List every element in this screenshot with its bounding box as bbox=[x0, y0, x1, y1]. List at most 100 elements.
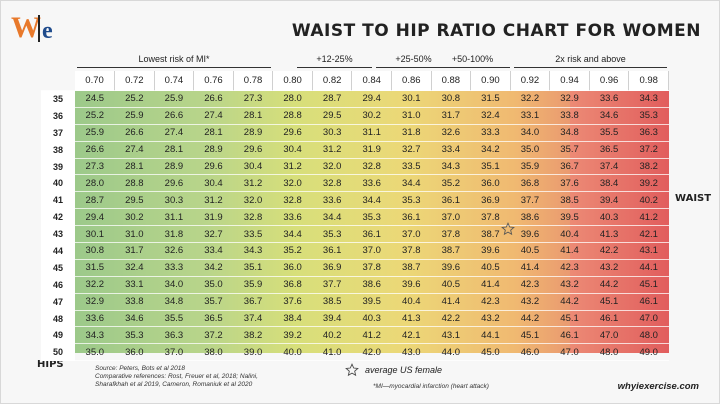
row-header-hips: 35 bbox=[41, 90, 75, 108]
row-header-hips: 42 bbox=[41, 208, 75, 227]
waist-value-cell: 38.4 bbox=[589, 174, 629, 193]
waist-value-cell: 41.4 bbox=[470, 276, 511, 294]
ratio-table: 0.70 0.72 0.74 0.76 0.78 0.80 0.82 0.84 0.86 0.88… bbox=[41, 71, 669, 362]
waist-value-cell: 36.1 bbox=[351, 225, 392, 244]
waist-value-cell: 35.2 bbox=[431, 174, 471, 193]
waist-value-cell: 34.3 bbox=[233, 242, 273, 260]
waist-value-cell: 35.3 bbox=[628, 107, 669, 125]
waist-value-cell: 25.9 bbox=[114, 107, 155, 125]
waist-value-cell: 40.2 bbox=[312, 326, 352, 345]
group-underline bbox=[514, 67, 667, 68]
waist-value-cell: 31.2 bbox=[312, 141, 352, 159]
waist-value-cell: 37.6 bbox=[549, 174, 590, 193]
waist-value-cell: 31.2 bbox=[233, 174, 273, 193]
column-header-ratio: 0.72 bbox=[114, 71, 155, 91]
waist-value-cell: 38.5 bbox=[549, 191, 590, 210]
waist-value-cell: 37.7 bbox=[510, 191, 550, 210]
waist-value-cell: 35.3 bbox=[351, 208, 392, 227]
waist-value-cell: 39.2 bbox=[272, 326, 313, 345]
waist-value-cell: 38.6 bbox=[351, 276, 392, 294]
group-underline bbox=[376, 67, 451, 68]
waist-value-cell: 44.2 bbox=[549, 293, 590, 311]
waist-value-cell: 45.0 bbox=[470, 343, 511, 362]
legend-label: average US female bbox=[365, 365, 443, 375]
waist-value-cell: 41.2 bbox=[351, 326, 392, 345]
source-citation: Source: Peters, Bots et al 2018 Comparat… bbox=[95, 365, 258, 390]
waist-value-cell: 29.4 bbox=[351, 90, 392, 108]
waist-value-cell: 28.1 bbox=[154, 141, 194, 159]
waist-value-cell: 36.8 bbox=[510, 174, 550, 193]
waist-value-cell: 32.8 bbox=[272, 191, 313, 210]
average-us-female-star-icon bbox=[501, 222, 515, 236]
waist-value-cell: 30.3 bbox=[312, 124, 352, 142]
waist-value-cell: 37.8 bbox=[391, 242, 432, 260]
waist-value-cell: 30.1 bbox=[391, 90, 432, 108]
waist-value-cell: 35.7 bbox=[549, 141, 590, 159]
waist-value-cell: 37.0 bbox=[431, 208, 471, 227]
group-underline bbox=[297, 67, 372, 68]
waist-value-cell: 34.3 bbox=[628, 90, 669, 108]
waist-value-cell: 28.8 bbox=[272, 107, 313, 125]
waist-value-cell: 43.2 bbox=[589, 259, 629, 277]
waist-value-cell: 41.0 bbox=[312, 343, 352, 362]
column-header-ratio: 0.74 bbox=[154, 71, 195, 91]
waist-value-cell: 39.5 bbox=[351, 293, 392, 311]
group-header-2x-risk: 2x risk and above bbox=[512, 54, 669, 68]
waist-value-cell: 46.1 bbox=[549, 326, 590, 345]
waist-value-cell: 39.4 bbox=[589, 191, 629, 210]
table-row: 41 28.7 29.5 30.3 31.2 32.0 32.8 33.6 34.4 35.3 36… bbox=[41, 191, 669, 210]
waist-value-cell: 33.4 bbox=[431, 141, 471, 159]
row-header-hips: 41 bbox=[41, 191, 75, 210]
table-row: 35 24.5 25.2 25.9 26.6 27.3 28.0 28.7 29.4 30.1 30… bbox=[41, 90, 669, 108]
waist-value-cell: 36.7 bbox=[549, 158, 590, 176]
legend-star-icon bbox=[345, 363, 359, 377]
column-header-ratio: 0.94 bbox=[549, 71, 590, 91]
waist-value-cell: 34.0 bbox=[154, 276, 194, 294]
source-line: Source: Peters, Bots et al 2018 bbox=[95, 365, 185, 372]
waist-value-cell: 32.0 bbox=[233, 191, 273, 210]
waist-value-cell: 33.6 bbox=[312, 191, 352, 210]
waist-value-cell: 42.3 bbox=[549, 259, 590, 277]
waist-value-cell: 31.2 bbox=[272, 158, 313, 176]
waist-value-cell: 43.2 bbox=[470, 310, 511, 328]
column-header-ratio: 0.88 bbox=[431, 71, 472, 91]
row-header-hips: 37 bbox=[41, 124, 75, 142]
waist-value-cell: 34.8 bbox=[154, 293, 194, 311]
waist-value-cell: 32.8 bbox=[233, 208, 273, 227]
waist-value-cell: 36.0 bbox=[470, 174, 511, 193]
row-header-hips: 39 bbox=[41, 158, 75, 176]
waist-value-cell: 33.8 bbox=[114, 293, 155, 311]
waist-value-cell: 38.6 bbox=[510, 208, 550, 227]
row-header-hips: 50 bbox=[41, 343, 75, 362]
waist-value-cell: 35.9 bbox=[510, 158, 550, 176]
waist-value-cell: 34.4 bbox=[312, 208, 352, 227]
waist-value-cell: 47.0 bbox=[628, 310, 669, 328]
table-row: 48 33.6 34.6 35.5 36.5 37.4 38.4 39.4 40.3 41.3 42… bbox=[41, 310, 669, 328]
waist-value-cell: 43.2 bbox=[549, 276, 590, 294]
group-label: 2x risk and above bbox=[555, 54, 626, 64]
waist-value-cell: 28.0 bbox=[75, 174, 115, 193]
waist-value-cell: 38.7 bbox=[470, 225, 511, 244]
row-header-hips: 49 bbox=[41, 326, 75, 345]
waist-value-cell: 33.8 bbox=[549, 107, 590, 125]
column-header-ratio: 0.90 bbox=[470, 71, 511, 91]
waist-value-cell: 46.1 bbox=[628, 293, 669, 311]
group-header-25-50: +25-50% bbox=[374, 54, 453, 68]
waist-value-cell: 32.7 bbox=[391, 141, 432, 159]
waist-value-cell: 38.0 bbox=[193, 343, 234, 362]
waist-value-cell: 30.8 bbox=[75, 242, 115, 260]
waist-value-cell: 37.0 bbox=[154, 343, 194, 362]
waist-value-cell: 31.7 bbox=[431, 107, 471, 125]
waist-value-cell: 41.3 bbox=[391, 310, 432, 328]
waist-value-cell: 37.6 bbox=[272, 293, 313, 311]
waist-value-cell: 32.0 bbox=[312, 158, 352, 176]
waist-value-cell: 27.4 bbox=[114, 141, 155, 159]
waist-value-cell: 27.3 bbox=[75, 158, 115, 176]
waist-value-cell: 35.0 bbox=[510, 141, 550, 159]
waist-value-cell: 45.1 bbox=[589, 293, 629, 311]
waist-value-cell: 28.1 bbox=[233, 107, 273, 125]
waist-value-cell: 30.4 bbox=[193, 174, 234, 193]
waist-value-cell: 37.4 bbox=[233, 310, 273, 328]
waist-value-cell: 37.2 bbox=[193, 326, 234, 345]
table-row: 36 25.2 25.9 26.6 27.4 28.1 28.8 29.5 30.2 31.0 31… bbox=[41, 107, 669, 125]
